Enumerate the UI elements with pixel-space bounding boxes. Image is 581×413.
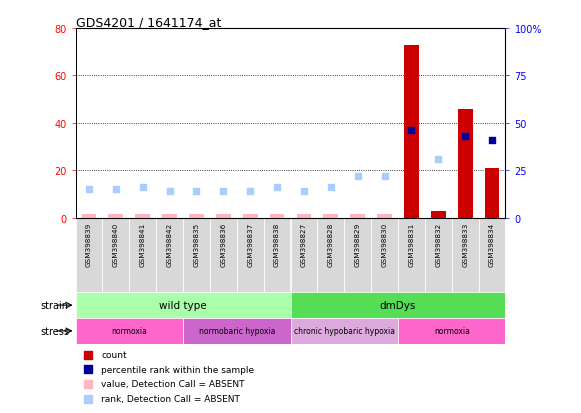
Point <box>84 381 93 387</box>
Text: normoxia: normoxia <box>434 327 469 335</box>
Text: GSM398834: GSM398834 <box>489 222 495 266</box>
Bar <box>129 218 156 292</box>
Bar <box>216 215 231 218</box>
Point <box>461 133 470 140</box>
Text: GSM398836: GSM398836 <box>220 222 227 266</box>
Text: chronic hypobaric hypoxia: chronic hypobaric hypoxia <box>294 327 394 335</box>
Bar <box>183 318 290 344</box>
Bar <box>317 218 344 292</box>
Text: percentile rank within the sample: percentile rank within the sample <box>101 365 254 374</box>
Text: dmDys: dmDys <box>380 300 416 310</box>
Bar <box>290 292 505 318</box>
Text: normobaric hypoxia: normobaric hypoxia <box>199 327 275 335</box>
Bar <box>183 218 210 292</box>
Text: GSM398828: GSM398828 <box>328 222 334 266</box>
Point <box>138 185 148 191</box>
Bar <box>270 215 285 218</box>
Bar <box>350 215 365 218</box>
Text: GSM398831: GSM398831 <box>408 222 414 266</box>
Point <box>84 366 93 373</box>
Point <box>84 351 93 358</box>
Point <box>380 173 389 180</box>
Bar <box>243 215 257 218</box>
Text: GSM398830: GSM398830 <box>382 222 388 266</box>
Bar <box>398 318 505 344</box>
Point <box>272 185 282 191</box>
Bar <box>189 215 204 218</box>
Bar <box>296 215 311 218</box>
Text: strain: strain <box>41 300 69 310</box>
Bar <box>458 109 472 218</box>
Text: normoxia: normoxia <box>112 327 147 335</box>
Text: GSM398841: GSM398841 <box>139 222 146 266</box>
Bar <box>81 215 96 218</box>
Text: GSM398837: GSM398837 <box>247 222 253 266</box>
Point <box>407 128 416 134</box>
Bar <box>485 169 500 218</box>
Point <box>299 188 309 195</box>
Point <box>192 188 201 195</box>
Bar <box>479 218 505 292</box>
Bar <box>398 218 425 292</box>
Text: GSM398838: GSM398838 <box>274 222 280 266</box>
Bar <box>371 218 398 292</box>
Bar <box>377 215 392 218</box>
Bar <box>290 318 398 344</box>
Point <box>487 137 497 144</box>
Text: GSM398840: GSM398840 <box>113 222 119 266</box>
Point <box>111 187 120 193</box>
Point <box>84 395 93 402</box>
Bar <box>290 218 317 292</box>
Point <box>246 188 255 195</box>
Bar <box>404 45 419 218</box>
Text: rank, Detection Call = ABSENT: rank, Detection Call = ABSENT <box>101 394 240 403</box>
Bar <box>344 218 371 292</box>
Bar <box>210 218 237 292</box>
Text: GSM398833: GSM398833 <box>462 222 468 266</box>
Bar <box>109 215 123 218</box>
Text: GSM398839: GSM398839 <box>86 222 92 266</box>
Bar <box>76 292 290 318</box>
Point <box>353 173 363 180</box>
Text: GSM398842: GSM398842 <box>167 222 173 266</box>
Text: stress: stress <box>41 326 70 336</box>
Bar <box>156 218 183 292</box>
Text: GSM398829: GSM398829 <box>354 222 361 266</box>
Bar <box>431 211 446 218</box>
Bar <box>264 218 290 292</box>
Bar <box>324 215 338 218</box>
Text: GSM398832: GSM398832 <box>435 222 442 266</box>
Bar <box>135 215 150 218</box>
Bar <box>452 218 479 292</box>
Text: value, Detection Call = ABSENT: value, Detection Call = ABSENT <box>101 380 245 389</box>
Bar <box>76 218 102 292</box>
Bar <box>76 318 183 344</box>
Bar <box>102 218 130 292</box>
Text: GDS4201 / 1641174_at: GDS4201 / 1641174_at <box>76 16 221 29</box>
Point <box>165 188 174 195</box>
Point <box>218 188 228 195</box>
Bar <box>425 218 451 292</box>
Bar <box>237 218 264 292</box>
Text: GSM398835: GSM398835 <box>193 222 199 266</box>
Point <box>84 187 94 193</box>
Text: GSM398827: GSM398827 <box>301 222 307 266</box>
Bar <box>162 215 177 218</box>
Text: wild type: wild type <box>159 300 207 310</box>
Text: count: count <box>101 350 127 359</box>
Point <box>326 185 335 191</box>
Point <box>433 156 443 163</box>
